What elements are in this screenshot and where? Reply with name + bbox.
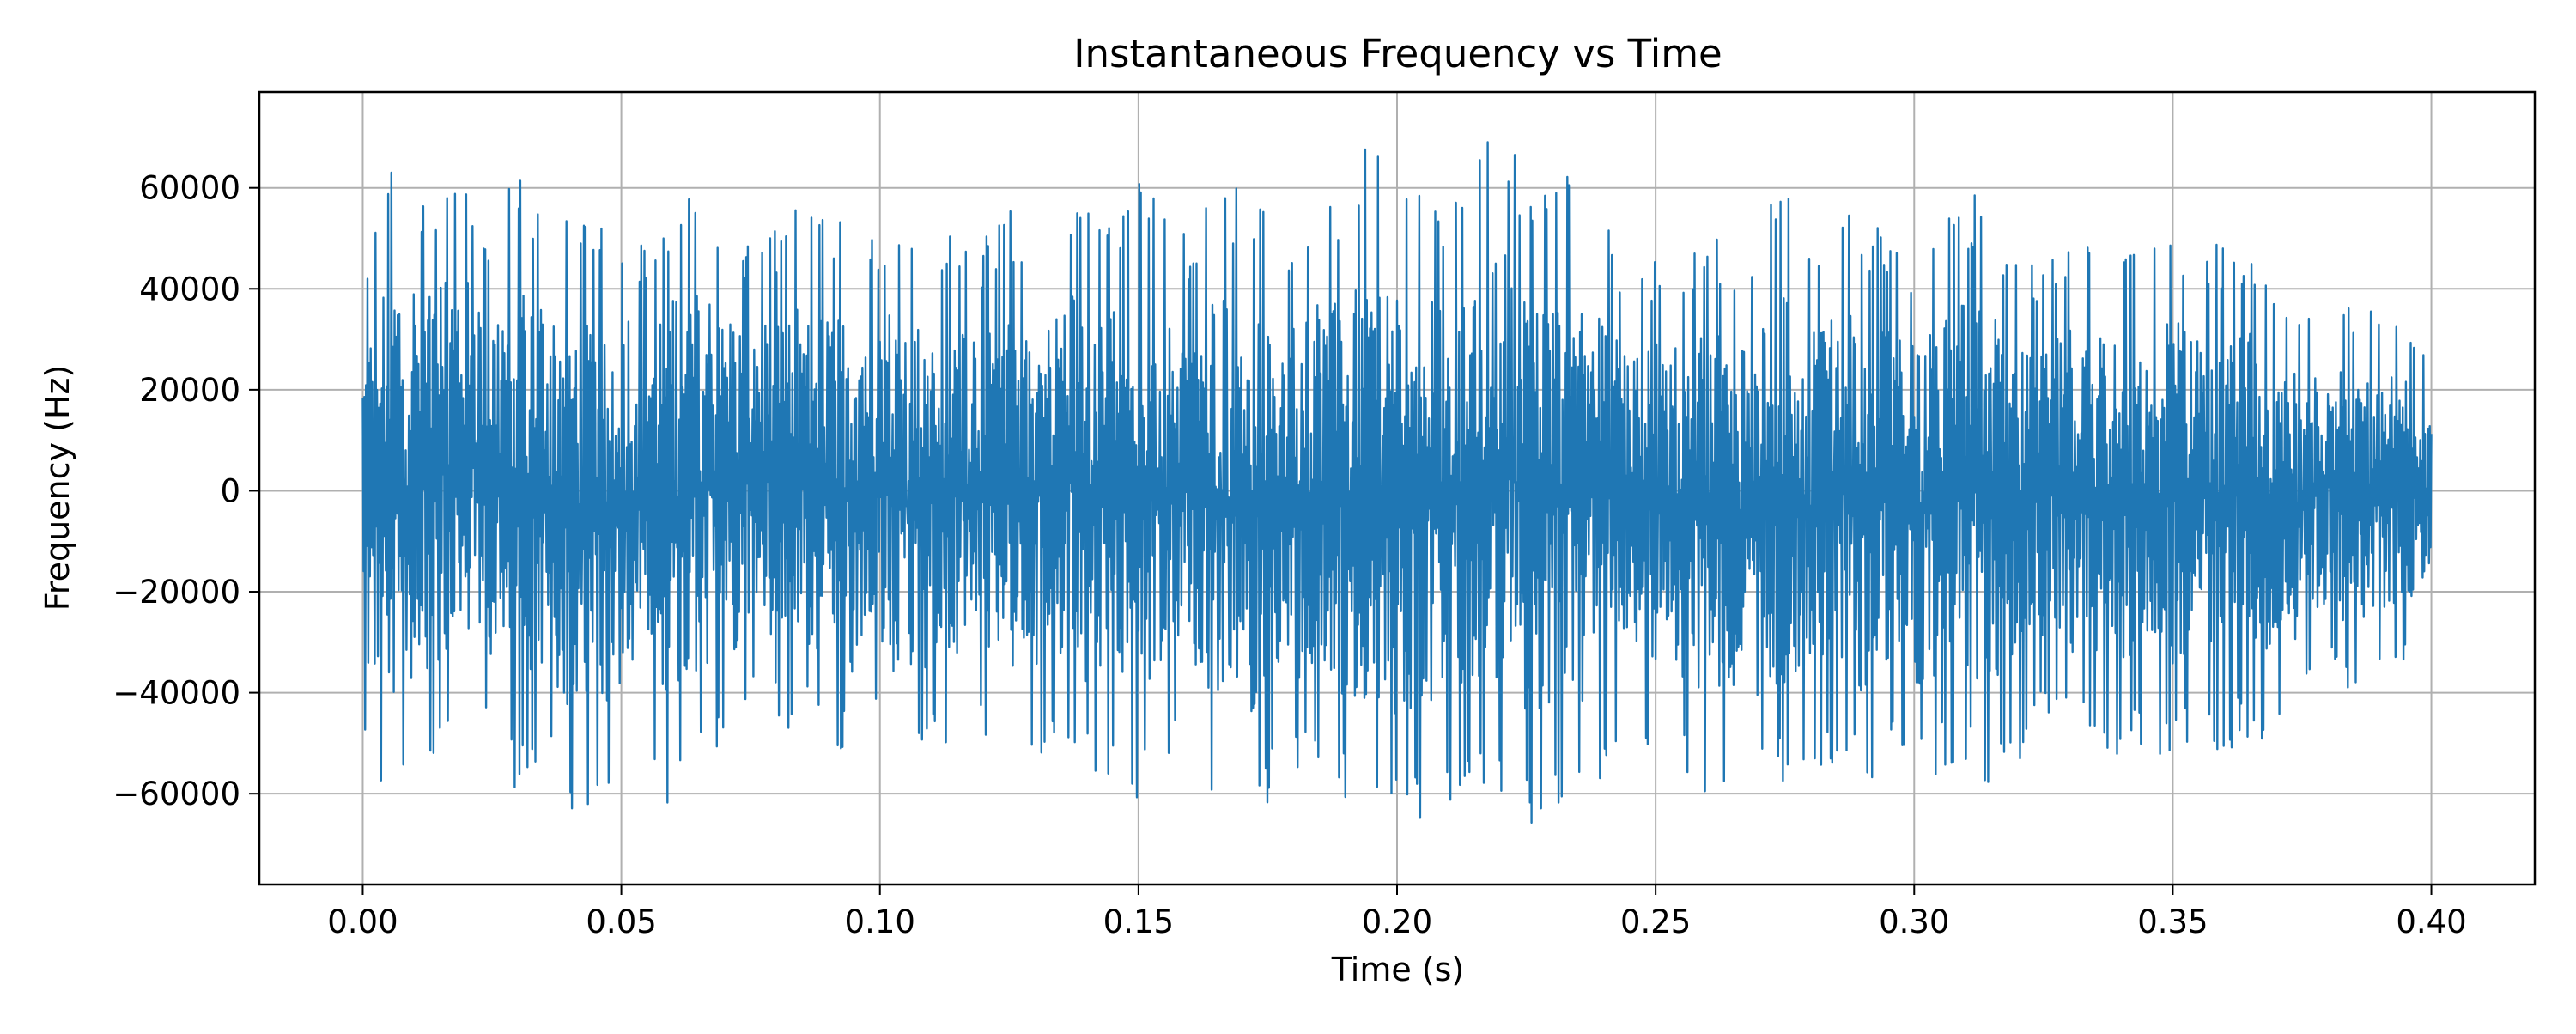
y-axis-label: Frequency (Hz) — [39, 365, 76, 611]
x-tick-label: 0.15 — [1103, 903, 1174, 940]
x-tick-label: 0.00 — [327, 903, 398, 940]
x-tick-label: 0.20 — [1362, 903, 1432, 940]
y-tick-label: −40000 — [112, 675, 240, 712]
tick-layer: 0.00 0.05 0.10 0.15 0.20 0.25 0.30 0.35 0.40 −600… — [112, 170, 2466, 940]
y-tick-label: −60000 — [112, 776, 240, 812]
x-tick-label: 0.10 — [845, 903, 915, 940]
y-tick-label: 20000 — [139, 372, 240, 409]
y-tick-label: 0 — [220, 472, 240, 509]
x-tick-label: 0.25 — [1620, 903, 1691, 940]
y-tick-label: 60000 — [139, 170, 240, 207]
y-tick-label: −20000 — [112, 574, 240, 611]
x-tick-label: 0.40 — [2396, 903, 2466, 940]
x-tick-label: 0.30 — [1879, 903, 1949, 940]
y-tick-label: 40000 — [139, 271, 240, 307]
chart-title: Instantaneous Frequency vs Time — [1073, 31, 1722, 76]
x-tick-label: 0.05 — [586, 903, 656, 940]
frequency-series-line — [361, 141, 2433, 824]
x-tick-label: 0.35 — [2137, 903, 2208, 940]
series-layer — [361, 141, 2433, 824]
x-axis-label: Time (s) — [1331, 951, 1465, 988]
